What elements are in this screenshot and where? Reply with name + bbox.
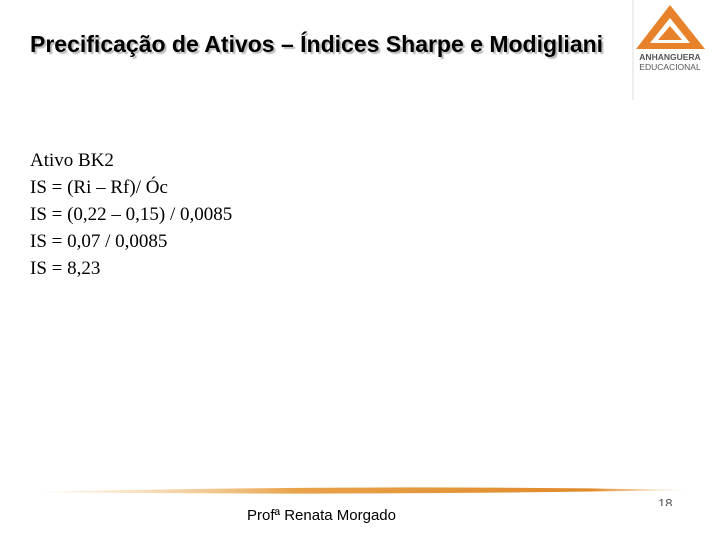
logo: ANHANGUERA EDUCACIONAL — [636, 5, 705, 72]
swoosh — [35, 487, 690, 494]
logo-text: EDUCACIONAL — [639, 62, 701, 72]
body-line: IS = (Ri – Rf)/ Óc — [30, 177, 168, 198]
body-line: Ativo BK2 — [30, 150, 114, 171]
body-line: IS = (0,22 – 0,15) / 0,0085 — [30, 204, 233, 225]
body-line: IS = 8,23 — [30, 258, 101, 279]
title: Precificação de Ativos – Índices Sharpe … — [30, 31, 604, 57]
body-line: IS = 0,07 / 0,0085 — [30, 231, 168, 252]
logo-text: ANHANGUERA — [639, 52, 700, 62]
footer-author: Profª Renata Morgado — [247, 507, 396, 524]
body: Ativo BK2 IS = (Ri – Rf)/ Óc IS = (0,22 – … — [30, 147, 232, 282]
slide-number: 18 — [658, 496, 673, 506]
